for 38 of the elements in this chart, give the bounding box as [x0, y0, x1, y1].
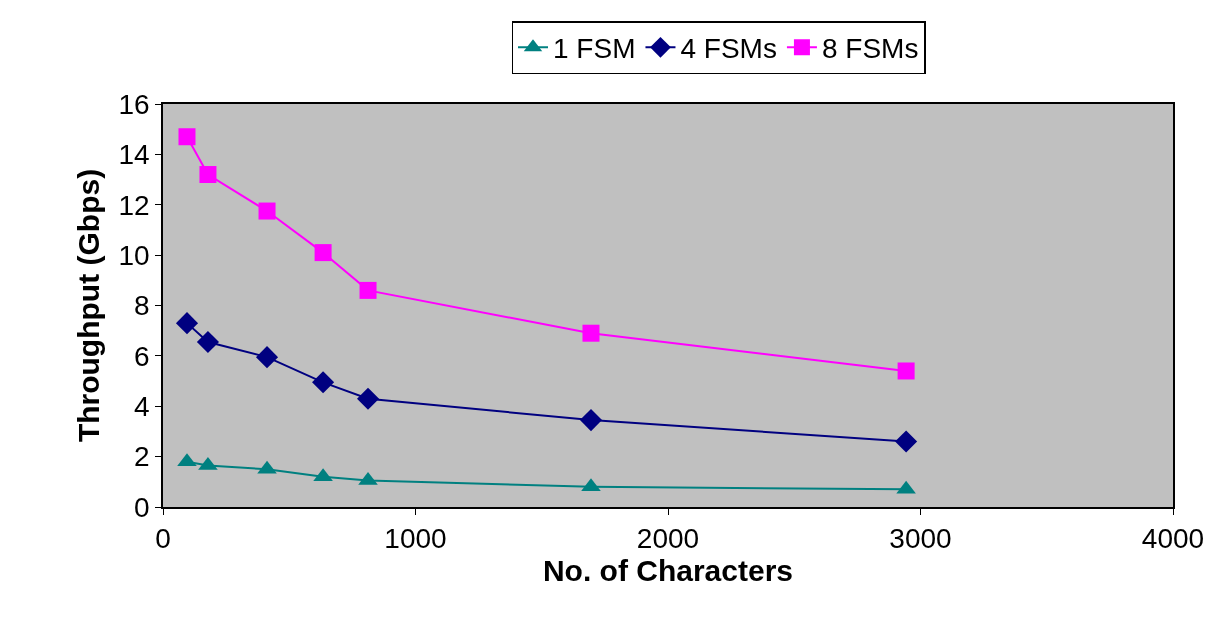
y-tick-label: 6 — [134, 340, 150, 372]
point — [582, 324, 600, 342]
y-tick-label: 2 — [134, 441, 150, 473]
y-tick-label: 12 — [118, 189, 150, 221]
point — [199, 166, 217, 184]
y-tick-label: 4 — [134, 391, 150, 423]
point — [895, 430, 918, 453]
point — [359, 281, 377, 299]
point — [198, 456, 218, 470]
y-tick-label: 16 — [118, 88, 150, 120]
point — [257, 460, 277, 474]
point — [312, 371, 335, 394]
y-tick-label: 0 — [134, 491, 150, 523]
y-axis-title: Throughput (Gbps) — [71, 168, 105, 443]
legend-label: 1 FSM — [553, 33, 636, 65]
point — [255, 346, 279, 369]
x-tick-label: 3000 — [889, 523, 952, 555]
y-tick-label: 14 — [118, 139, 150, 171]
point — [314, 244, 332, 262]
x-tick-label: 1000 — [384, 523, 447, 555]
point — [175, 312, 199, 335]
point — [581, 478, 601, 492]
point — [178, 128, 196, 146]
point — [356, 387, 380, 410]
legend-label: 8 FSMs — [821, 33, 919, 65]
x-tick-label: 0 — [155, 523, 171, 555]
point — [313, 468, 333, 482]
x-tick-label: 2000 — [636, 523, 700, 555]
x-tick-label: 4000 — [1141, 523, 1205, 555]
point — [196, 330, 219, 354]
y-tick-label: 8 — [134, 290, 150, 322]
point — [896, 480, 916, 494]
x-axis-title: No. of Characters — [542, 554, 794, 588]
legend-label: 4 FSMs — [680, 33, 777, 65]
point — [258, 202, 276, 220]
y-tick-label: 10 — [118, 239, 150, 271]
point — [897, 362, 915, 380]
point — [579, 409, 603, 432]
